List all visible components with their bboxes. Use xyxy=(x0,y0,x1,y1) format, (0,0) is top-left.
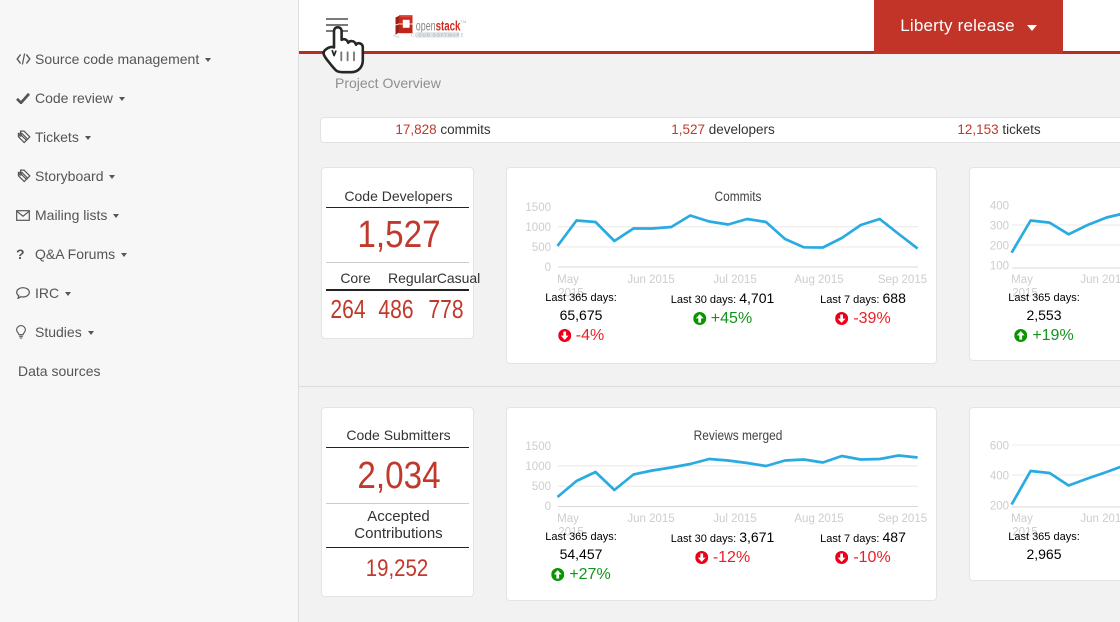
svg-text:200: 200 xyxy=(990,241,1009,253)
svg-text:2015: 2015 xyxy=(558,288,584,300)
svg-text:May: May xyxy=(1011,274,1033,286)
svg-text:Jun 2015: Jun 2015 xyxy=(627,513,674,525)
svg-text:Jun 2015: Jun 2015 xyxy=(1080,274,1120,286)
svg-text:stack: stack xyxy=(436,19,461,34)
svg-text:400: 400 xyxy=(990,201,1009,213)
svg-text:May: May xyxy=(557,274,579,286)
svg-text:100: 100 xyxy=(990,261,1009,273)
svg-text:2015: 2015 xyxy=(558,527,584,539)
svg-text:May: May xyxy=(557,513,579,525)
svg-text:400: 400 xyxy=(990,471,1009,483)
svg-text:600: 600 xyxy=(990,441,1009,453)
svg-text:0: 0 xyxy=(545,501,551,513)
svg-text:Jun 2015: Jun 2015 xyxy=(1080,513,1120,525)
svg-text:2015: 2015 xyxy=(1012,527,1038,539)
svg-text:500: 500 xyxy=(532,242,551,254)
svg-text:Sep 2015: Sep 2015 xyxy=(878,274,927,286)
svg-text:Jul 2015: Jul 2015 xyxy=(713,274,756,286)
svg-text:Jul 2015: Jul 2015 xyxy=(713,513,756,525)
svg-text:Aug 2015: Aug 2015 xyxy=(794,513,843,525)
svg-text:500: 500 xyxy=(532,481,551,493)
svg-text:Jun 2015: Jun 2015 xyxy=(627,274,674,286)
svg-text:CLOUD SOFTWARE: CLOUD SOFTWARE xyxy=(411,33,464,38)
svg-text:open: open xyxy=(416,20,436,34)
svg-text:Aug 2015: Aug 2015 xyxy=(794,274,843,286)
svg-text:Sep 2015: Sep 2015 xyxy=(878,513,927,525)
svg-text:1500: 1500 xyxy=(525,202,551,214)
svg-text:0: 0 xyxy=(545,262,551,274)
svg-text:300: 300 xyxy=(990,221,1009,233)
svg-text:1000: 1000 xyxy=(525,222,551,234)
svg-text:200: 200 xyxy=(990,501,1009,513)
svg-text:1000: 1000 xyxy=(525,461,551,473)
svg-text:1500: 1500 xyxy=(525,441,551,453)
svg-text:2015: 2015 xyxy=(1012,288,1038,300)
svg-text:TM: TM xyxy=(461,19,467,24)
svg-text:May: May xyxy=(1011,513,1033,525)
